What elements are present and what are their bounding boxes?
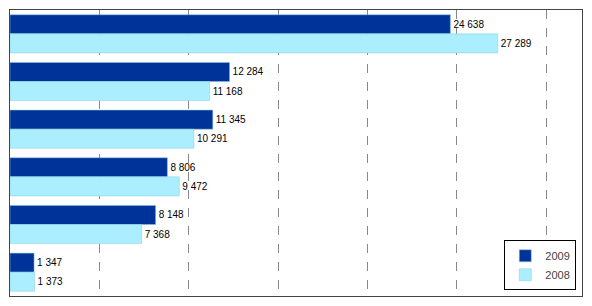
svg-text:11 168: 11 168 <box>213 86 243 97</box>
svg-text:8 806: 8 806 <box>170 162 195 173</box>
svg-text:2008: 2008 <box>545 269 569 281</box>
svg-text:12 284: 12 284 <box>233 66 264 77</box>
svg-text:1 347: 1 347 <box>37 257 62 268</box>
svg-text:9 472: 9 472 <box>182 181 207 192</box>
svg-text:27 289: 27 289 <box>501 38 532 49</box>
svg-text:7 368: 7 368 <box>145 229 170 240</box>
svg-text:2009: 2009 <box>545 250 569 262</box>
svg-text:1 373: 1 373 <box>38 276 63 287</box>
svg-text:8 148: 8 148 <box>159 209 184 220</box>
svg-text:24 638: 24 638 <box>453 19 484 30</box>
svg-text:11 345: 11 345 <box>216 114 246 125</box>
svg-text:10 291: 10 291 <box>197 133 228 144</box>
